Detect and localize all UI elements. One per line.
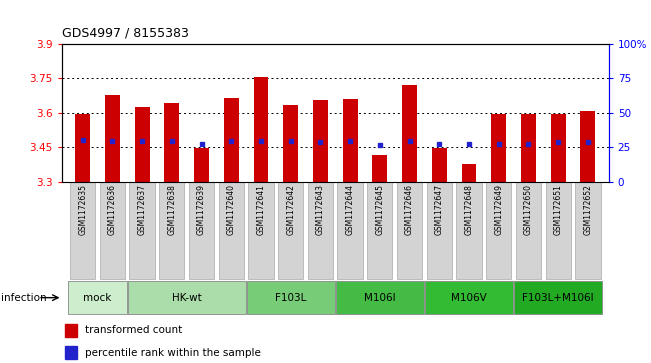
Bar: [551, 114, 566, 182]
Text: M106I: M106I: [364, 293, 396, 303]
FancyBboxPatch shape: [68, 281, 127, 314]
FancyBboxPatch shape: [70, 183, 95, 278]
Text: GSM1172649: GSM1172649: [494, 184, 503, 236]
Bar: [164, 103, 179, 182]
Bar: [253, 77, 268, 182]
Text: GSM1172648: GSM1172648: [465, 184, 473, 235]
Text: GSM1172644: GSM1172644: [346, 184, 355, 236]
FancyBboxPatch shape: [130, 183, 155, 278]
Bar: [224, 98, 239, 182]
Text: GSM1172643: GSM1172643: [316, 184, 325, 236]
Text: GSM1172636: GSM1172636: [108, 184, 117, 236]
Bar: [402, 85, 417, 182]
Text: GSM1172637: GSM1172637: [137, 184, 146, 236]
Bar: [76, 114, 90, 182]
FancyBboxPatch shape: [189, 183, 214, 278]
Bar: [105, 95, 120, 182]
Text: GSM1172645: GSM1172645: [376, 184, 384, 236]
FancyBboxPatch shape: [278, 183, 303, 278]
FancyBboxPatch shape: [308, 183, 333, 278]
Bar: [65, 346, 77, 359]
Text: transformed count: transformed count: [85, 326, 182, 335]
Text: GSM1172650: GSM1172650: [524, 184, 533, 236]
Text: GDS4997 / 8155383: GDS4997 / 8155383: [62, 27, 189, 40]
Text: percentile rank within the sample: percentile rank within the sample: [85, 348, 260, 358]
Text: GSM1172647: GSM1172647: [435, 184, 444, 236]
FancyBboxPatch shape: [100, 183, 125, 278]
Text: HK-wt: HK-wt: [172, 293, 202, 303]
Bar: [521, 114, 536, 182]
FancyBboxPatch shape: [128, 281, 245, 314]
Text: GSM1172639: GSM1172639: [197, 184, 206, 236]
FancyBboxPatch shape: [337, 183, 363, 278]
FancyBboxPatch shape: [456, 183, 482, 278]
Bar: [462, 164, 477, 182]
FancyBboxPatch shape: [367, 183, 393, 278]
Bar: [581, 111, 595, 182]
Text: GSM1172641: GSM1172641: [256, 184, 266, 235]
FancyBboxPatch shape: [219, 183, 244, 278]
FancyBboxPatch shape: [514, 281, 602, 314]
FancyBboxPatch shape: [486, 183, 511, 278]
FancyBboxPatch shape: [546, 183, 571, 278]
Text: GSM1172642: GSM1172642: [286, 184, 295, 235]
Bar: [313, 100, 328, 182]
Text: GSM1172638: GSM1172638: [167, 184, 176, 235]
FancyBboxPatch shape: [159, 183, 184, 278]
Text: M106V: M106V: [451, 293, 487, 303]
Bar: [432, 148, 447, 182]
Text: infection: infection: [1, 293, 47, 303]
FancyBboxPatch shape: [248, 183, 273, 278]
FancyBboxPatch shape: [397, 183, 422, 278]
FancyBboxPatch shape: [516, 183, 541, 278]
Text: GSM1172635: GSM1172635: [78, 184, 87, 236]
Text: GSM1172646: GSM1172646: [405, 184, 414, 236]
FancyBboxPatch shape: [425, 281, 513, 314]
FancyBboxPatch shape: [575, 183, 600, 278]
FancyBboxPatch shape: [336, 281, 424, 314]
Bar: [283, 105, 298, 182]
Text: F103L: F103L: [275, 293, 307, 303]
FancyBboxPatch shape: [247, 281, 335, 314]
Text: mock: mock: [83, 293, 112, 303]
Bar: [194, 148, 209, 182]
Text: GSM1172652: GSM1172652: [583, 184, 592, 235]
Bar: [492, 114, 506, 182]
Text: F103L+M106I: F103L+M106I: [522, 293, 594, 303]
Text: GSM1172651: GSM1172651: [553, 184, 562, 235]
Bar: [372, 155, 387, 182]
Bar: [65, 324, 77, 337]
Bar: [342, 99, 357, 182]
FancyBboxPatch shape: [426, 183, 452, 278]
Bar: [135, 107, 150, 182]
Text: GSM1172640: GSM1172640: [227, 184, 236, 236]
